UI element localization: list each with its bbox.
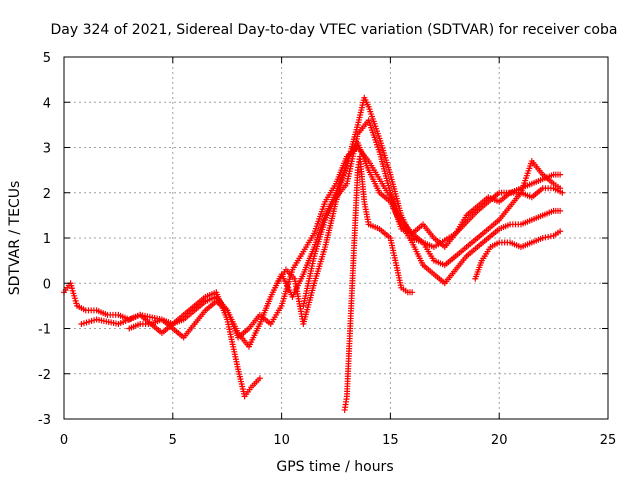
data-point: [256, 375, 263, 382]
y-tick-label: -2: [38, 368, 51, 383]
chart-title: Day 324 of 2021, Sidereal Day-to-day VTE…: [51, 22, 618, 38]
series-track-1: [61, 280, 263, 400]
y-tick-label: 4: [43, 96, 51, 111]
data-point: [559, 189, 566, 196]
y-tick-label: 0: [43, 277, 51, 292]
x-tick-label: 15: [382, 433, 399, 448]
series-track-5: [341, 153, 416, 413]
x-tick-label: 25: [600, 433, 617, 448]
series-track-7: [472, 228, 564, 282]
data-point: [409, 289, 416, 296]
series-track-4: [300, 117, 564, 309]
data-point: [557, 185, 564, 192]
axis-ticks: 0 5 10 15 20 25 -3 -2 -1 0 1 2 3 4 5: [38, 51, 616, 448]
x-tick-label: 20: [491, 433, 508, 448]
y-tick-label: -1: [38, 323, 51, 338]
y-axis-title: SDTVAR / TECUs: [7, 181, 23, 296]
x-tick-label: 0: [60, 433, 68, 448]
x-axis-title: GPS time / hours: [276, 459, 393, 475]
x-tick-label: 10: [273, 433, 290, 448]
y-tick-label: 2: [43, 187, 51, 202]
y-tick-label: -3: [38, 413, 51, 428]
y-tick-label: 3: [43, 142, 51, 157]
gridlines: [64, 57, 608, 419]
y-tick-label: 5: [43, 51, 51, 66]
data-point: [557, 207, 564, 214]
series-track-6: [274, 139, 564, 327]
data-points: [61, 94, 566, 413]
data-point: [557, 228, 564, 235]
y-tick-label: 1: [43, 232, 51, 247]
data-point: [557, 171, 564, 178]
x-tick-label: 5: [169, 433, 177, 448]
